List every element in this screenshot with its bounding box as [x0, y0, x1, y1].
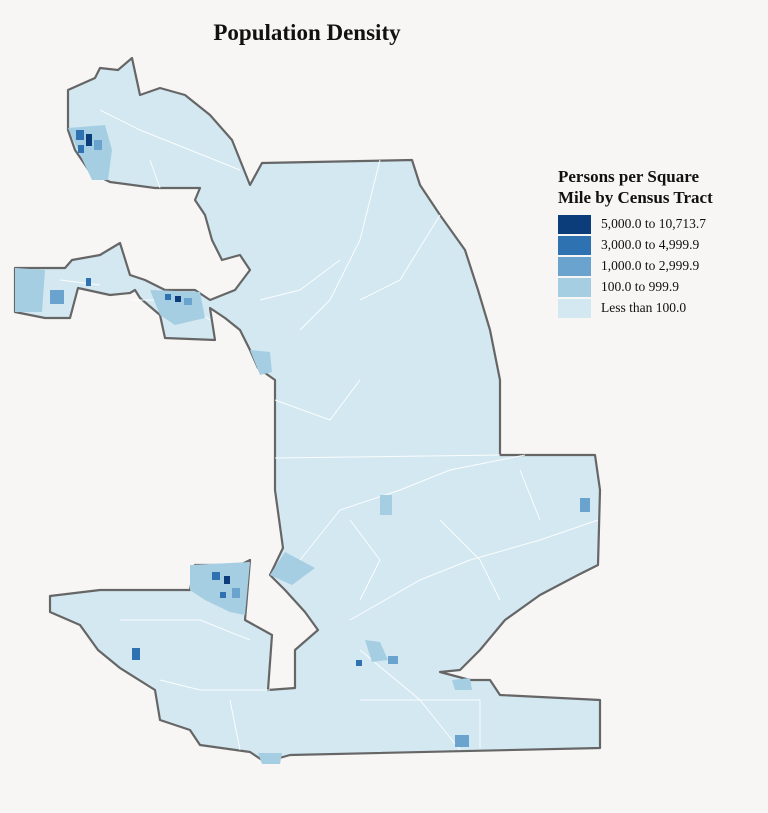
dense-tracts [15, 125, 590, 764]
tract-patch [365, 640, 388, 662]
tract-patch [165, 294, 171, 300]
tract-patch [190, 562, 250, 615]
county-map [13, 56, 602, 764]
tract-patch [50, 290, 64, 304]
tract-patch [94, 140, 102, 150]
legend-swatch [558, 278, 591, 297]
county-outline [13, 56, 602, 764]
tract-patch [78, 145, 84, 153]
map-title: Population Density [213, 20, 401, 45]
tract-patch [388, 656, 398, 664]
legend-label: Less than 100.0 [601, 300, 686, 315]
legend-title: Mile by Census Tract [558, 188, 713, 207]
tract-patch [270, 552, 315, 585]
legend-label: 3,000.0 to 4,999.9 [601, 237, 700, 252]
tract-patch [184, 298, 192, 305]
legend-title: Persons per Square [558, 167, 700, 186]
legend-swatch [558, 257, 591, 276]
tract-patch [232, 588, 240, 598]
tract-patch [220, 592, 226, 598]
tract-patch [132, 648, 140, 660]
legend-label: 5,000.0 to 10,713.7 [601, 216, 706, 231]
legend: Persons per Square Mile by Census Tract … [558, 167, 713, 318]
legend-label: 1,000.0 to 2,999.9 [601, 258, 700, 273]
legend-label: 100.0 to 999.9 [601, 279, 679, 294]
legend-swatch [558, 215, 591, 234]
tract-patch [380, 495, 392, 515]
tract-patch [212, 572, 220, 580]
tract-patch [86, 134, 92, 146]
tract-patch [250, 350, 272, 375]
tract-patch [455, 735, 469, 747]
tract-patch [224, 576, 230, 584]
tract-patch [258, 753, 282, 764]
tract-patch [86, 278, 91, 286]
tract-patch [356, 660, 362, 666]
tract-patch [175, 296, 181, 302]
legend-swatch [558, 299, 591, 318]
tract-patch [76, 130, 84, 140]
tract-patch [452, 678, 472, 690]
tract-patch [15, 268, 45, 312]
legend-swatch [558, 236, 591, 255]
tract-patch [580, 498, 590, 512]
